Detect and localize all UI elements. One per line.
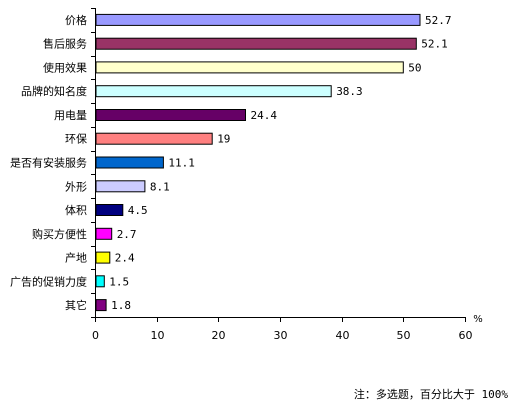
data-label: 2.7 [117, 228, 137, 241]
data-label: 52.1 [421, 38, 448, 51]
x-tick-label: 10 [151, 329, 165, 342]
bar [95, 85, 332, 98]
category-label: 购买方便性 [32, 227, 87, 241]
bar [95, 227, 113, 240]
data-label: 8.1 [150, 180, 170, 193]
data-label: 11.1 [168, 157, 195, 170]
x-tick-label: 0 [92, 329, 99, 342]
data-label: 1.8 [111, 299, 131, 312]
bar [95, 251, 111, 264]
category-label: 价格 [65, 13, 87, 27]
category-label: 其它 [65, 298, 87, 312]
bar [95, 204, 124, 216]
category-label: 用电量 [54, 109, 87, 122]
bar [95, 275, 105, 288]
x-tick-label: 20 [212, 329, 226, 342]
bar [95, 156, 164, 169]
data-label: 38.3 [336, 85, 363, 98]
category-label: 使用效果 [43, 60, 87, 74]
category-label: 售后服务 [43, 37, 87, 51]
bar [95, 13, 421, 26]
x-unit-label: % [473, 314, 483, 325]
bar [95, 61, 404, 74]
bar [95, 299, 107, 312]
bar [95, 180, 146, 193]
x-tick-label: 60 [459, 329, 473, 342]
data-label: 2.4 [115, 252, 135, 265]
category-label: 品牌的知名度 [21, 84, 87, 98]
category-label: 外形 [65, 180, 87, 193]
x-tick-label: 40 [336, 329, 350, 342]
data-label: 4.5 [128, 204, 148, 217]
category-label: 广告的促销力度 [10, 274, 87, 288]
x-tick-label: 50 [397, 329, 411, 342]
category-label: 是否有安装服务 [10, 156, 87, 170]
bar [95, 37, 417, 50]
bar [95, 132, 213, 145]
data-label: 19 [217, 133, 230, 146]
data-label: 52.7 [425, 14, 452, 27]
category-label: 产地 [65, 251, 87, 265]
category-label: 环保 [65, 132, 87, 146]
x-tick-label: 30 [274, 329, 288, 342]
data-label: 1.5 [109, 275, 129, 288]
data-label: 24.4 [251, 109, 278, 122]
bar [95, 109, 246, 121]
category-label: 体积 [65, 203, 87, 217]
data-label: 50 [408, 61, 421, 74]
footnote: 注：多选题，百分比大于 100% [354, 387, 508, 401]
